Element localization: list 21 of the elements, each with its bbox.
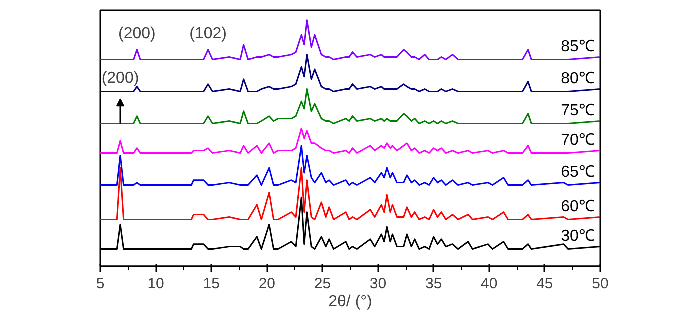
x-tick-label: 25 xyxy=(314,276,332,292)
x-tick-label: 50 xyxy=(592,276,609,292)
series-label: 70℃ xyxy=(561,132,595,149)
x-tick-label: 40 xyxy=(481,276,498,292)
x-axis-title: 2θ/ (°) xyxy=(328,294,372,310)
annotation: (200) xyxy=(118,26,156,42)
x-tick-label: 30 xyxy=(370,276,387,292)
x-tick-label: 20 xyxy=(258,276,276,292)
x-tick-label: 10 xyxy=(148,276,164,292)
annotation: (102) xyxy=(190,26,227,42)
x-tick-label: 5 xyxy=(96,276,105,292)
series-label: 85℃ xyxy=(561,38,595,56)
x-tick-label: 45 xyxy=(536,276,554,292)
series-label: 60℃ xyxy=(561,198,595,216)
annotation: (200) xyxy=(102,70,140,87)
series-label: 75℃ xyxy=(561,102,595,120)
series-label: 80℃ xyxy=(561,70,595,88)
x-tick-label: 15 xyxy=(203,276,220,292)
x-tick-label: 35 xyxy=(425,276,442,292)
series-label: 30℃ xyxy=(561,228,595,245)
series-label: 65℃ xyxy=(561,164,595,181)
